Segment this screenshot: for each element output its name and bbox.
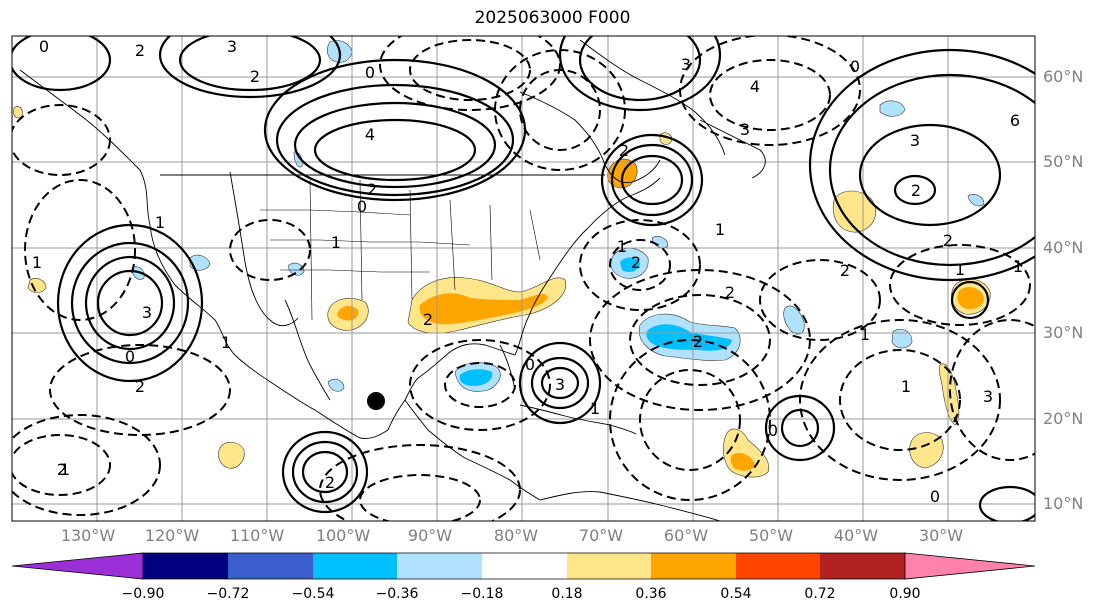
contour-label: 2 — [840, 261, 850, 280]
lat-label-60n: 60°N — [1043, 67, 1084, 86]
contour-label: 0 — [768, 421, 778, 440]
lon-label-40w: 40°W — [833, 526, 879, 545]
colorbar-bin — [143, 553, 228, 579]
contour-label: 1 — [715, 220, 725, 239]
lon-label-90w: 90°W — [407, 526, 453, 545]
contour-label: 2 — [631, 253, 641, 272]
colorbar-bin — [651, 553, 736, 579]
contour-label: 6 — [1010, 111, 1020, 130]
contour-label: 1 — [860, 325, 870, 344]
lat-label-40n: 40°N — [1043, 238, 1084, 257]
contour-label: 4 — [750, 77, 760, 96]
contour-label: 1 — [1013, 257, 1023, 276]
lat-label-30n: 30°N — [1043, 323, 1084, 342]
positive-contours — [12, 36, 1035, 521]
colorbar-tick: −0.90 — [121, 586, 165, 602]
contour-label: 2 — [911, 181, 921, 200]
colorbar-bin — [228, 553, 313, 579]
colorbar-bin — [397, 553, 482, 579]
contour-label: 3 — [983, 387, 993, 406]
colorbar-tick: 0.54 — [720, 586, 752, 602]
coastlines — [19, 39, 766, 521]
contour-label: 3 — [910, 131, 920, 150]
positive-anomaly-shading — [13, 106, 991, 478]
contour-labels: 3 0 2 0 4 1 3 0 2 1 2 3 1 0 1 2 2 3 4 6 … — [32, 37, 1023, 506]
colorbar-bin — [313, 553, 397, 579]
contour-label: 0 — [357, 197, 367, 216]
contour-label: 3 — [555, 375, 565, 394]
contour-label: 0 — [850, 57, 860, 76]
lat-label-10n: 10°N — [1043, 494, 1084, 513]
colorbar-bin — [820, 553, 905, 579]
contour-label: 1 — [590, 399, 600, 418]
contour-label: 2 — [725, 283, 735, 302]
lon-label-120w: 120°W — [144, 526, 200, 545]
lon-label-30w: 30°W — [918, 526, 964, 545]
contour-label: 1 — [955, 260, 965, 279]
contour-label: 1 — [32, 253, 42, 272]
colorbar-tick: 0.72 — [804, 586, 836, 602]
lat-label-50n: 50°N — [1043, 152, 1084, 171]
lon-label-70w: 70°W — [578, 526, 624, 545]
lon-label-60w: 60°W — [663, 526, 709, 545]
contour-label: 2 — [325, 473, 335, 492]
colorbar — [11, 552, 1036, 580]
lon-label-80w: 80°W — [493, 526, 539, 545]
contour-label: 1 — [221, 333, 231, 352]
contour-label: 2 — [57, 460, 67, 479]
colorbar-extend-low — [11, 552, 144, 580]
contour-label: 2 — [367, 180, 377, 199]
contour-label: 3 — [740, 120, 750, 139]
contour-label: 3 — [681, 55, 691, 74]
contour-label: 1 — [617, 237, 627, 256]
contour-label: 0 — [39, 37, 49, 56]
contour-label: 4 — [365, 125, 375, 144]
contour-label: 3 — [227, 37, 237, 56]
lon-label-50w: 50°W — [748, 526, 794, 545]
contour-label: 2 — [619, 141, 629, 160]
colorbar-bin — [736, 553, 820, 579]
contour-label: 0 — [125, 347, 135, 366]
negative-contours — [12, 36, 1035, 521]
contour-label: 2 — [135, 41, 145, 60]
contour-label: 2 — [250, 67, 260, 86]
contour-label: 0 — [525, 355, 535, 374]
map-frame — [11, 35, 1036, 522]
colorbar-tick: −0.72 — [206, 586, 250, 602]
contour-label: 2 — [135, 377, 145, 396]
colorbar-tick: −0.18 — [460, 586, 504, 602]
colorbar-tick: −0.54 — [291, 586, 335, 602]
state-borders — [260, 179, 541, 321]
colorbar-bin — [567, 553, 651, 579]
colorbar-tick: −0.36 — [375, 586, 419, 602]
contour-label: 0 — [930, 487, 940, 506]
contour-label: 2 — [423, 310, 433, 329]
contour-label: 1 — [901, 377, 911, 396]
lon-label-100w: 100°W — [315, 526, 371, 545]
negative-anomaly-shading — [131, 40, 985, 392]
contour-label: 0 — [365, 63, 375, 82]
contour-label: 2 — [943, 231, 953, 250]
contour-label: 2 — [693, 332, 703, 351]
contour-label: 1 — [331, 233, 341, 252]
location-marker — [367, 392, 385, 410]
colorbar-tick: 0.18 — [551, 586, 583, 602]
map-title: 2025063000 F000 — [474, 8, 631, 28]
lon-label-130w: 130°W — [60, 526, 116, 545]
lon-label-110w: 110°W — [229, 526, 285, 545]
contour-label: 3 — [142, 303, 152, 322]
colorbar-bin — [482, 553, 567, 579]
colorbar-tick: 0.36 — [635, 586, 667, 602]
colorbar-tick: 0.90 — [889, 586, 921, 602]
lat-label-20n: 20°N — [1043, 409, 1084, 428]
contour-label: 1 — [60, 460, 70, 479]
contour-label: 1 — [155, 213, 165, 232]
colorbar-extend-high — [904, 552, 1036, 580]
